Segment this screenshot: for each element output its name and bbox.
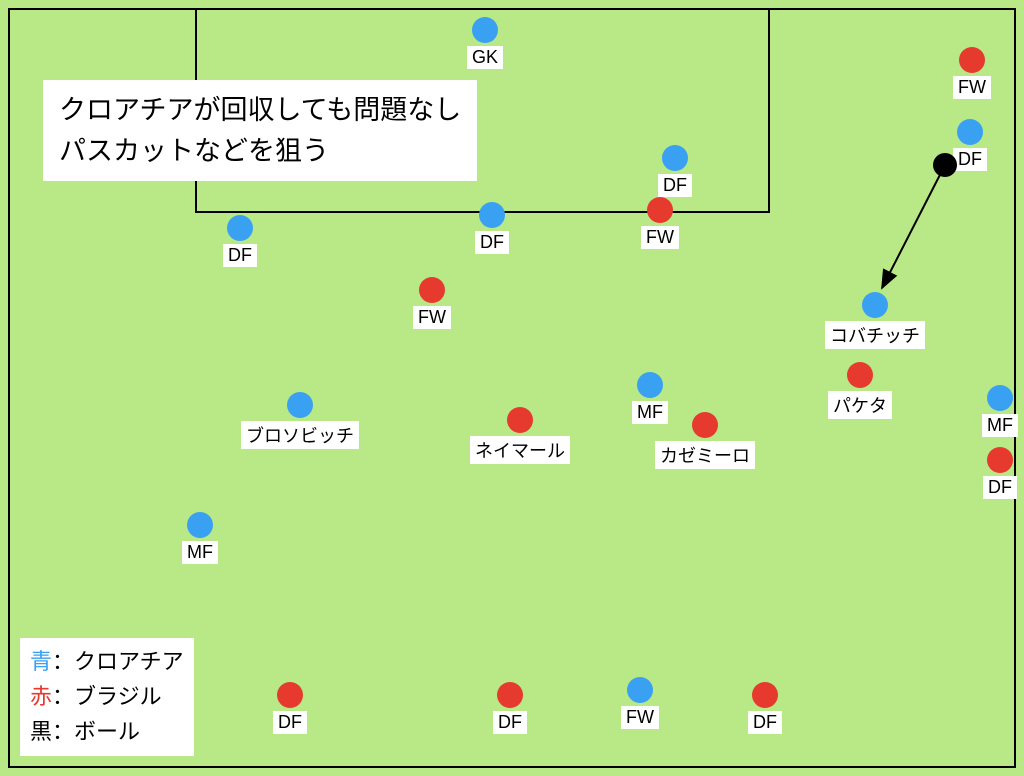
legend-key-blue: 青 [30, 649, 52, 674]
player-label: DF [658, 174, 692, 197]
player-label: GK [467, 46, 503, 69]
player-label: DF [223, 244, 257, 267]
player-dot-blue [987, 385, 1013, 411]
player-label: FW [641, 226, 679, 249]
player-dot-blue [957, 119, 983, 145]
player-label: DF [983, 476, 1017, 499]
player-label: MF [182, 541, 218, 564]
tactical-caption: クロアチアが回収しても問題なし パスカットなどを狙う [43, 80, 477, 181]
player-label: MF [632, 401, 668, 424]
player-label: MF [982, 414, 1018, 437]
player-label: コバチッチ [825, 321, 925, 349]
ball-dot [933, 153, 957, 177]
legend-row-blue: 青：クロアチア [30, 644, 184, 679]
player-dot-red [497, 682, 523, 708]
player-dot-red [987, 447, 1013, 473]
player-label: パケタ [828, 391, 892, 419]
player-dot-blue [627, 677, 653, 703]
player-dot-blue [637, 372, 663, 398]
legend-key-black: 黒 [30, 719, 52, 744]
player-dot-blue [479, 202, 505, 228]
player-label: FW [413, 306, 451, 329]
legend-row-red: 赤：ブラジル [30, 679, 184, 714]
legend-box: 青：クロアチア 赤：ブラジル 黒：ボール [20, 638, 194, 756]
player-dot-red [959, 47, 985, 73]
legend-row-black: 黒：ボール [30, 714, 184, 749]
player-dot-red [277, 682, 303, 708]
legend-text-red: ：ブラジル [52, 684, 162, 709]
legend-text-blue: ：クロアチア [52, 649, 184, 674]
player-label: DF [475, 231, 509, 254]
player-label: DF [748, 711, 782, 734]
legend-text-black: ：ボール [52, 719, 140, 744]
player-label: カゼミーロ [655, 441, 755, 469]
player-label: DF [273, 711, 307, 734]
player-label: FW [953, 76, 991, 99]
player-dot-red [847, 362, 873, 388]
player-dot-red [752, 682, 778, 708]
player-dot-blue [662, 145, 688, 171]
player-dot-blue [227, 215, 253, 241]
player-dot-blue [187, 512, 213, 538]
legend-key-red: 赤 [30, 684, 52, 709]
player-label: FW [621, 706, 659, 729]
player-label: DF [953, 148, 987, 171]
player-dot-red [647, 197, 673, 223]
player-dot-red [507, 407, 533, 433]
player-dot-blue [862, 292, 888, 318]
player-dot-red [419, 277, 445, 303]
player-dot-red [692, 412, 718, 438]
player-label: ブロソビッチ [241, 421, 359, 449]
player-label: DF [493, 711, 527, 734]
player-dot-blue [287, 392, 313, 418]
player-label: ネイマール [470, 436, 570, 464]
player-dot-blue [472, 17, 498, 43]
